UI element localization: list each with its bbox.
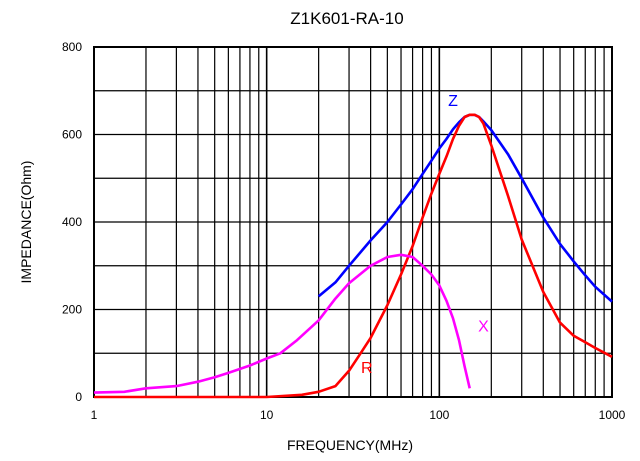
y-tick-label: 600 <box>62 128 82 142</box>
y-tick-label: 800 <box>62 40 82 54</box>
series-label-r: R <box>361 360 373 377</box>
y-axis-label: IMPEDANCE(Ohm) <box>18 161 34 284</box>
y-tick-label: 200 <box>62 303 82 317</box>
tick-labels: 1 10 100 1000 0 200 400 600 800 <box>62 40 626 422</box>
x-axis-label: FREQUENCY(MHz) <box>287 437 413 453</box>
x-tick-label: 100 <box>429 408 449 422</box>
series-line-x <box>93 253 471 394</box>
series-line-r <box>94 113 613 399</box>
y-tick-label: 0 <box>75 390 82 404</box>
x-tick-label: 1000 <box>599 408 626 422</box>
series-labels: Z R X <box>361 93 489 377</box>
plot-frame <box>93 46 613 398</box>
chart-series <box>93 113 613 399</box>
y-tick-label: 400 <box>62 215 82 229</box>
x-tick-label: 10 <box>260 408 274 422</box>
x-tick-label: 1 <box>91 408 98 422</box>
series-label-z: Z <box>448 93 458 110</box>
chart-grid <box>94 47 612 397</box>
series-label-x: X <box>478 318 489 335</box>
chart-title: Z1K601-RA-10 <box>290 9 403 28</box>
